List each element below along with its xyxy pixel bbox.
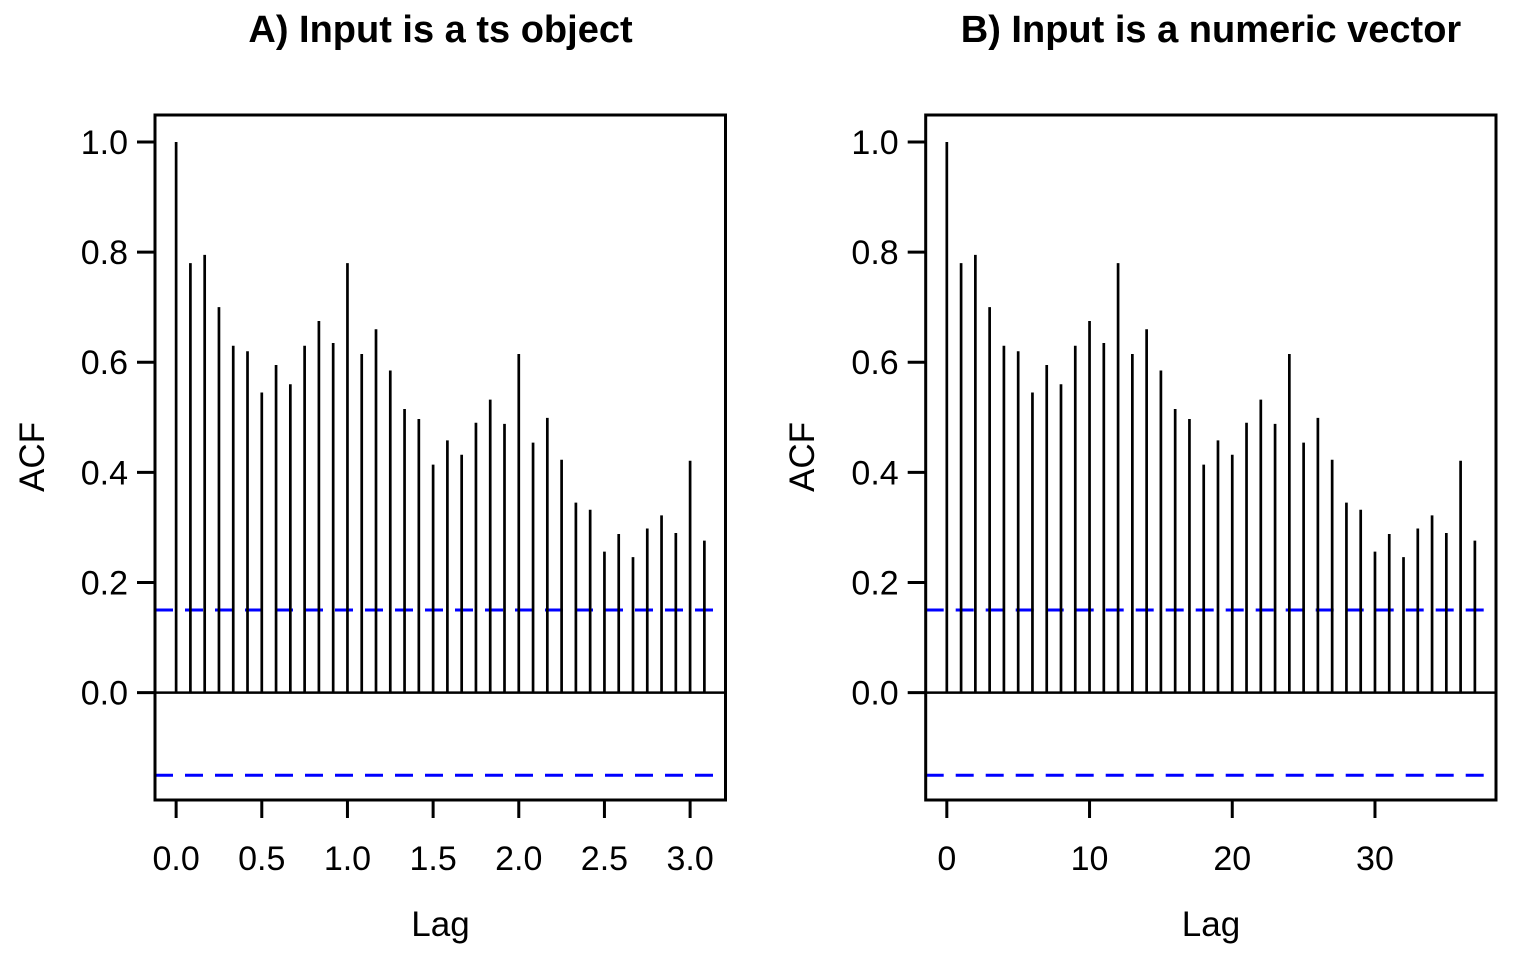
y-tick-label-b: 0.6 bbox=[851, 344, 898, 382]
panel-b-xaxis-label: Lag bbox=[1181, 905, 1241, 944]
acf-stems-b bbox=[945, 141, 1477, 693]
plot-frame-b bbox=[924, 113, 1498, 802]
acf-panel-a: 0.0 0.2 0.4 0.6 0.8 1.0 0.0 0.5 1.0 1.5 2.0 2.5 3.0 bbox=[81, 113, 727, 878]
x-tick-label-b: 10 bbox=[1071, 840, 1109, 878]
x-tick-label-a: 3.0 bbox=[666, 840, 713, 878]
y-tick-label-a: 0.0 bbox=[81, 675, 128, 713]
acf-stems-a bbox=[174, 141, 706, 693]
panel-b-yaxis-label: ACF bbox=[783, 422, 822, 492]
panel-b-title: B) Input is a numeric vector bbox=[960, 9, 1462, 51]
y-tick-label-a: 1.0 bbox=[81, 124, 128, 162]
plot-frame-a bbox=[153, 113, 727, 802]
x-tick-label-a: 2.5 bbox=[581, 840, 628, 878]
x-tick-label-a: 0.5 bbox=[238, 840, 285, 878]
panel-a-xaxis-label: Lag bbox=[411, 905, 470, 944]
y-tick-label-b: 0.8 bbox=[851, 234, 898, 272]
y-tick-label-a: 0.4 bbox=[81, 454, 128, 492]
x-tick-label-b: 0 bbox=[937, 840, 956, 878]
x-tick-label-b: 30 bbox=[1356, 840, 1394, 878]
panel-a-yaxis-label: ACF bbox=[13, 422, 52, 492]
x-tick-label-a: 1.5 bbox=[409, 840, 456, 878]
y-tick-label-b: 0.2 bbox=[851, 564, 898, 602]
x-tick-label-a: 0.0 bbox=[152, 840, 199, 878]
x-tick-label-a: 2.0 bbox=[495, 840, 542, 878]
y-tick-label-a: 0.6 bbox=[81, 344, 128, 382]
y-tick-label-b: 0.0 bbox=[851, 675, 898, 713]
y-tick-label-a: 0.8 bbox=[81, 234, 128, 272]
x-tick-label-a: 1.0 bbox=[324, 840, 371, 878]
acf-panel-b: 0.0 0.2 0.4 0.6 0.8 1.0 0 10 20 30 bbox=[851, 113, 1498, 878]
panel-a-title: A) Input is a ts object bbox=[248, 9, 633, 51]
y-tick-label-a: 0.2 bbox=[81, 564, 128, 602]
x-tick-label-b: 20 bbox=[1213, 840, 1251, 878]
y-tick-label-b: 0.4 bbox=[851, 454, 898, 492]
y-tick-label-b: 1.0 bbox=[851, 124, 898, 162]
